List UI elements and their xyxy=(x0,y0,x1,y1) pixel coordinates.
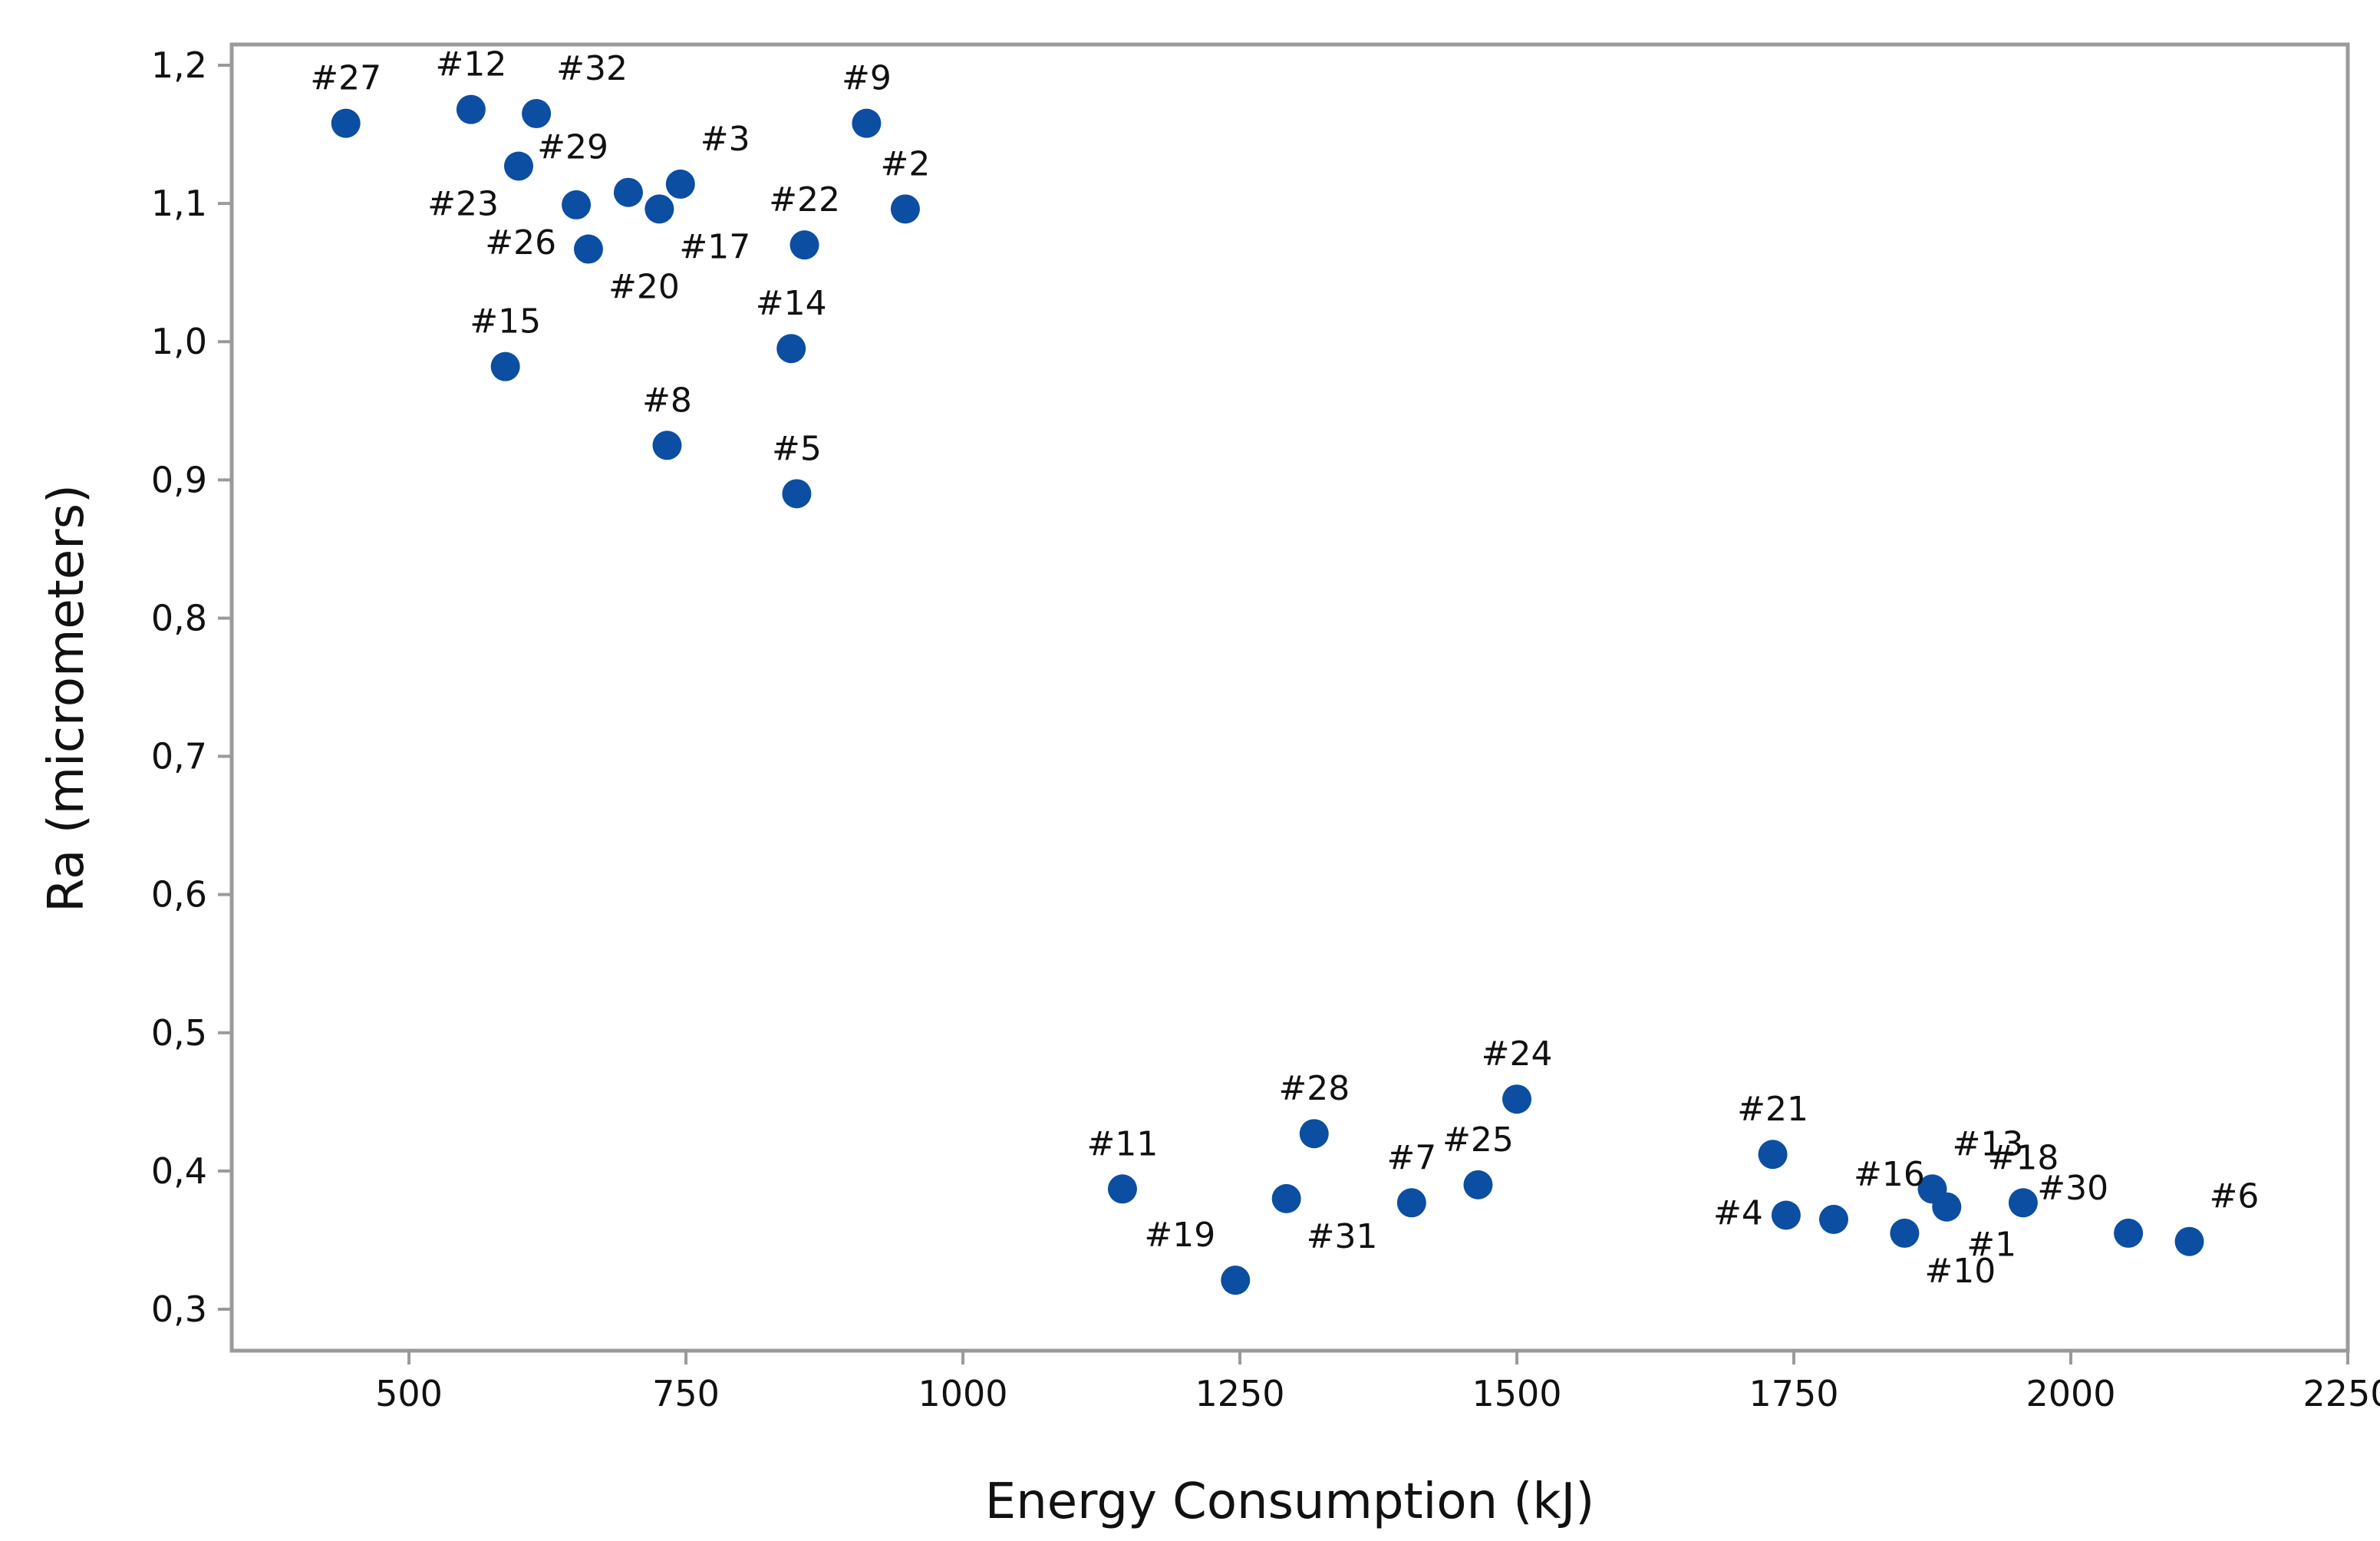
y-tick-label: 0,3 xyxy=(151,1289,207,1330)
data-point-label: #30 xyxy=(2037,1169,2108,1208)
data-point xyxy=(1932,1192,1962,1222)
data-point xyxy=(1299,1119,1329,1149)
data-point xyxy=(613,177,643,207)
data-point xyxy=(652,431,682,460)
data-point-label: #2 xyxy=(881,144,931,183)
data-point-label: #17 xyxy=(679,227,750,266)
data-point-label: #7 xyxy=(1386,1138,1436,1177)
data-point xyxy=(490,351,520,381)
y-tick-label: 1,2 xyxy=(151,45,207,86)
data-point-label: #3 xyxy=(700,120,750,159)
data-point-label: #8 xyxy=(642,381,692,420)
data-point xyxy=(503,151,533,181)
data-point-label: #9 xyxy=(842,59,892,98)
data-point xyxy=(644,194,674,224)
data-point xyxy=(665,169,695,199)
data-point-labels: #27 #12 #32 #23 #29 #3 #26 #17#20 #9 #2 #22 #15 #14 #… xyxy=(310,45,2259,1291)
data-point xyxy=(456,94,486,124)
data-point-label: #31 xyxy=(1307,1217,1378,1256)
data-point-label: #18 xyxy=(1987,1138,2059,1177)
data-point-label: #32 xyxy=(556,49,628,88)
data-point xyxy=(331,108,361,138)
data-point-label: #13 xyxy=(1953,1124,2024,1163)
data-point xyxy=(1396,1188,1426,1218)
y-tick-label: 1,1 xyxy=(151,183,207,224)
y-axis-ticks: 0,3 0,4 0,5 0,6 0,7 0,8 0,9 1,0 1,1 1,2 xyxy=(151,45,232,1330)
data-points xyxy=(331,94,2204,1295)
data-point xyxy=(1758,1140,1788,1170)
data-point-label: #24 xyxy=(1482,1034,1553,1074)
data-point-label: #4 xyxy=(1713,1193,1763,1232)
data-point xyxy=(1221,1265,1251,1295)
data-point-label: #28 xyxy=(1278,1069,1350,1108)
data-point xyxy=(2114,1218,2144,1248)
data-point-label: #12 xyxy=(435,45,506,84)
data-point xyxy=(522,99,552,129)
data-point-label: #11 xyxy=(1087,1124,1159,1163)
data-point xyxy=(562,190,592,219)
x-axis-title: Energy Consumption (kJ) xyxy=(985,1473,1595,1530)
data-point xyxy=(1771,1200,1801,1230)
data-point xyxy=(1818,1204,1848,1234)
data-point xyxy=(1463,1170,1493,1199)
data-point-label: #22 xyxy=(769,180,840,219)
data-point xyxy=(1271,1183,1301,1213)
x-tick-label: 1500 xyxy=(1472,1373,1561,1414)
data-point-label: #1 xyxy=(1966,1226,2016,1265)
data-point-label: #26 xyxy=(485,223,556,262)
plot-frame xyxy=(229,42,2350,1353)
y-tick-label: 0,4 xyxy=(151,1150,207,1192)
data-point-label: #23 xyxy=(427,184,499,223)
y-tick-label: 1,0 xyxy=(151,321,207,362)
data-point xyxy=(776,334,806,364)
data-point-label: #15 xyxy=(470,302,541,342)
data-point xyxy=(2174,1226,2204,1256)
x-tick-label: 500 xyxy=(375,1373,443,1414)
y-tick-label: 0,6 xyxy=(151,874,207,916)
data-point xyxy=(852,108,882,138)
y-axis-title: Ra (micrometers) xyxy=(38,484,95,912)
x-tick-label: 1750 xyxy=(1749,1373,1838,1414)
data-point-label: #14 xyxy=(756,284,827,323)
y-tick-label: 0,5 xyxy=(151,1012,207,1054)
x-tick-label: 1250 xyxy=(1195,1373,1284,1414)
data-point xyxy=(1502,1084,1532,1114)
data-point xyxy=(890,194,920,224)
data-point-label: #20 xyxy=(608,268,680,307)
data-point-label: #27 xyxy=(310,59,381,98)
data-point-label: #25 xyxy=(1442,1120,1514,1160)
x-tick-label: 750 xyxy=(652,1373,720,1414)
data-point xyxy=(1107,1174,1137,1204)
data-point xyxy=(573,234,603,264)
data-point xyxy=(782,479,812,509)
y-tick-label: 0,7 xyxy=(151,736,207,777)
data-point xyxy=(1890,1218,1920,1248)
data-point-label: #21 xyxy=(1737,1090,1808,1129)
data-point-label: #16 xyxy=(1854,1155,1925,1194)
data-point xyxy=(789,230,819,260)
x-tick-label: 1000 xyxy=(918,1373,1007,1414)
data-point xyxy=(2008,1188,2038,1218)
data-point-label: #29 xyxy=(537,128,608,167)
data-point-label: #19 xyxy=(1144,1216,1215,1255)
x-tick-label: 2000 xyxy=(2026,1373,2115,1414)
data-point-label: #10 xyxy=(1924,1252,1996,1291)
y-tick-label: 0,8 xyxy=(151,597,207,639)
y-tick-label: 0,9 xyxy=(151,459,207,500)
data-point-label: #5 xyxy=(772,429,822,468)
data-point-label: #6 xyxy=(2210,1177,2260,1216)
